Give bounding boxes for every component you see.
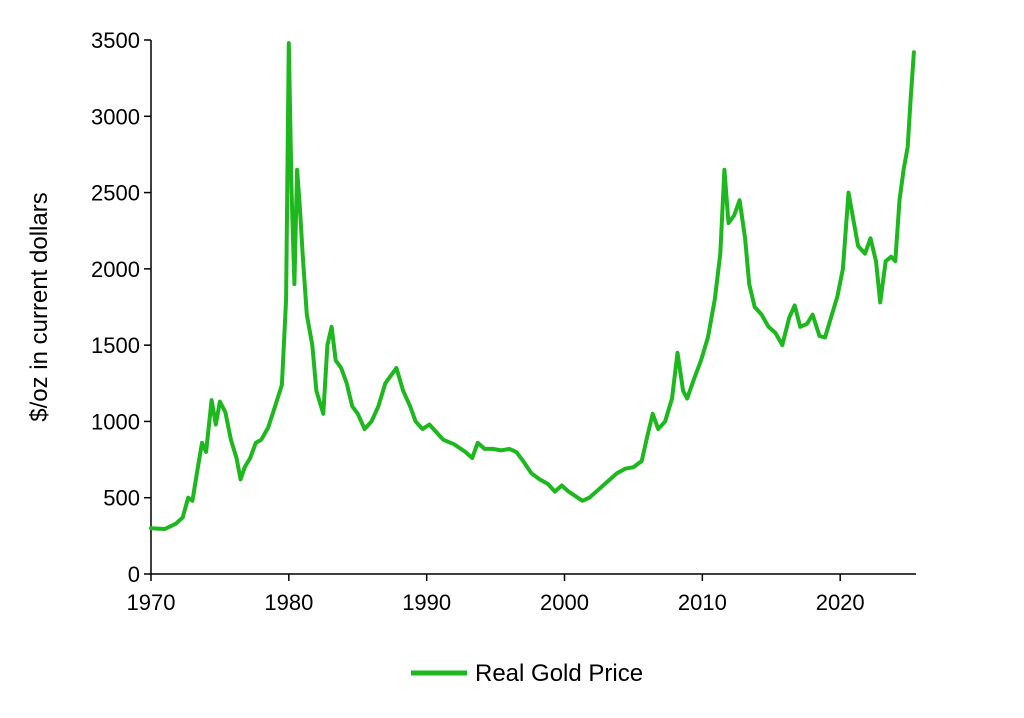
y-axis: 0 500 1000 1500 2000 2500 3000 3500 (91, 28, 152, 587)
y-tick-label: 1000 (91, 409, 140, 434)
x-tick-label: 1990 (402, 590, 451, 615)
y-tick-label: 3500 (91, 28, 140, 53)
x-tick-label: 2000 (540, 590, 589, 615)
y-tick-label: 2000 (91, 257, 140, 282)
legend: Real Gold Price (411, 660, 643, 687)
x-tick-label: 2020 (816, 590, 865, 615)
x-axis: 1970 1980 1990 2000 2010 2020 (127, 573, 916, 615)
x-tick-label: 1980 (264, 590, 313, 615)
series-group (149, 41, 916, 531)
y-tick-label: 2500 (91, 181, 140, 206)
y-tick-label: 0 (128, 562, 140, 587)
x-tick-label: 2010 (678, 590, 727, 615)
y-tick-label: 3000 (91, 104, 140, 129)
y-tick-label: 500 (103, 486, 140, 511)
y-axis-title: $/oz in current dollars (26, 192, 53, 421)
series-line-real-gold-price (149, 41, 916, 531)
legend-label-real-gold-price: Real Gold Price (475, 660, 643, 687)
x-tick-label: 1970 (127, 590, 176, 615)
y-tick-label: 1500 (91, 333, 140, 358)
